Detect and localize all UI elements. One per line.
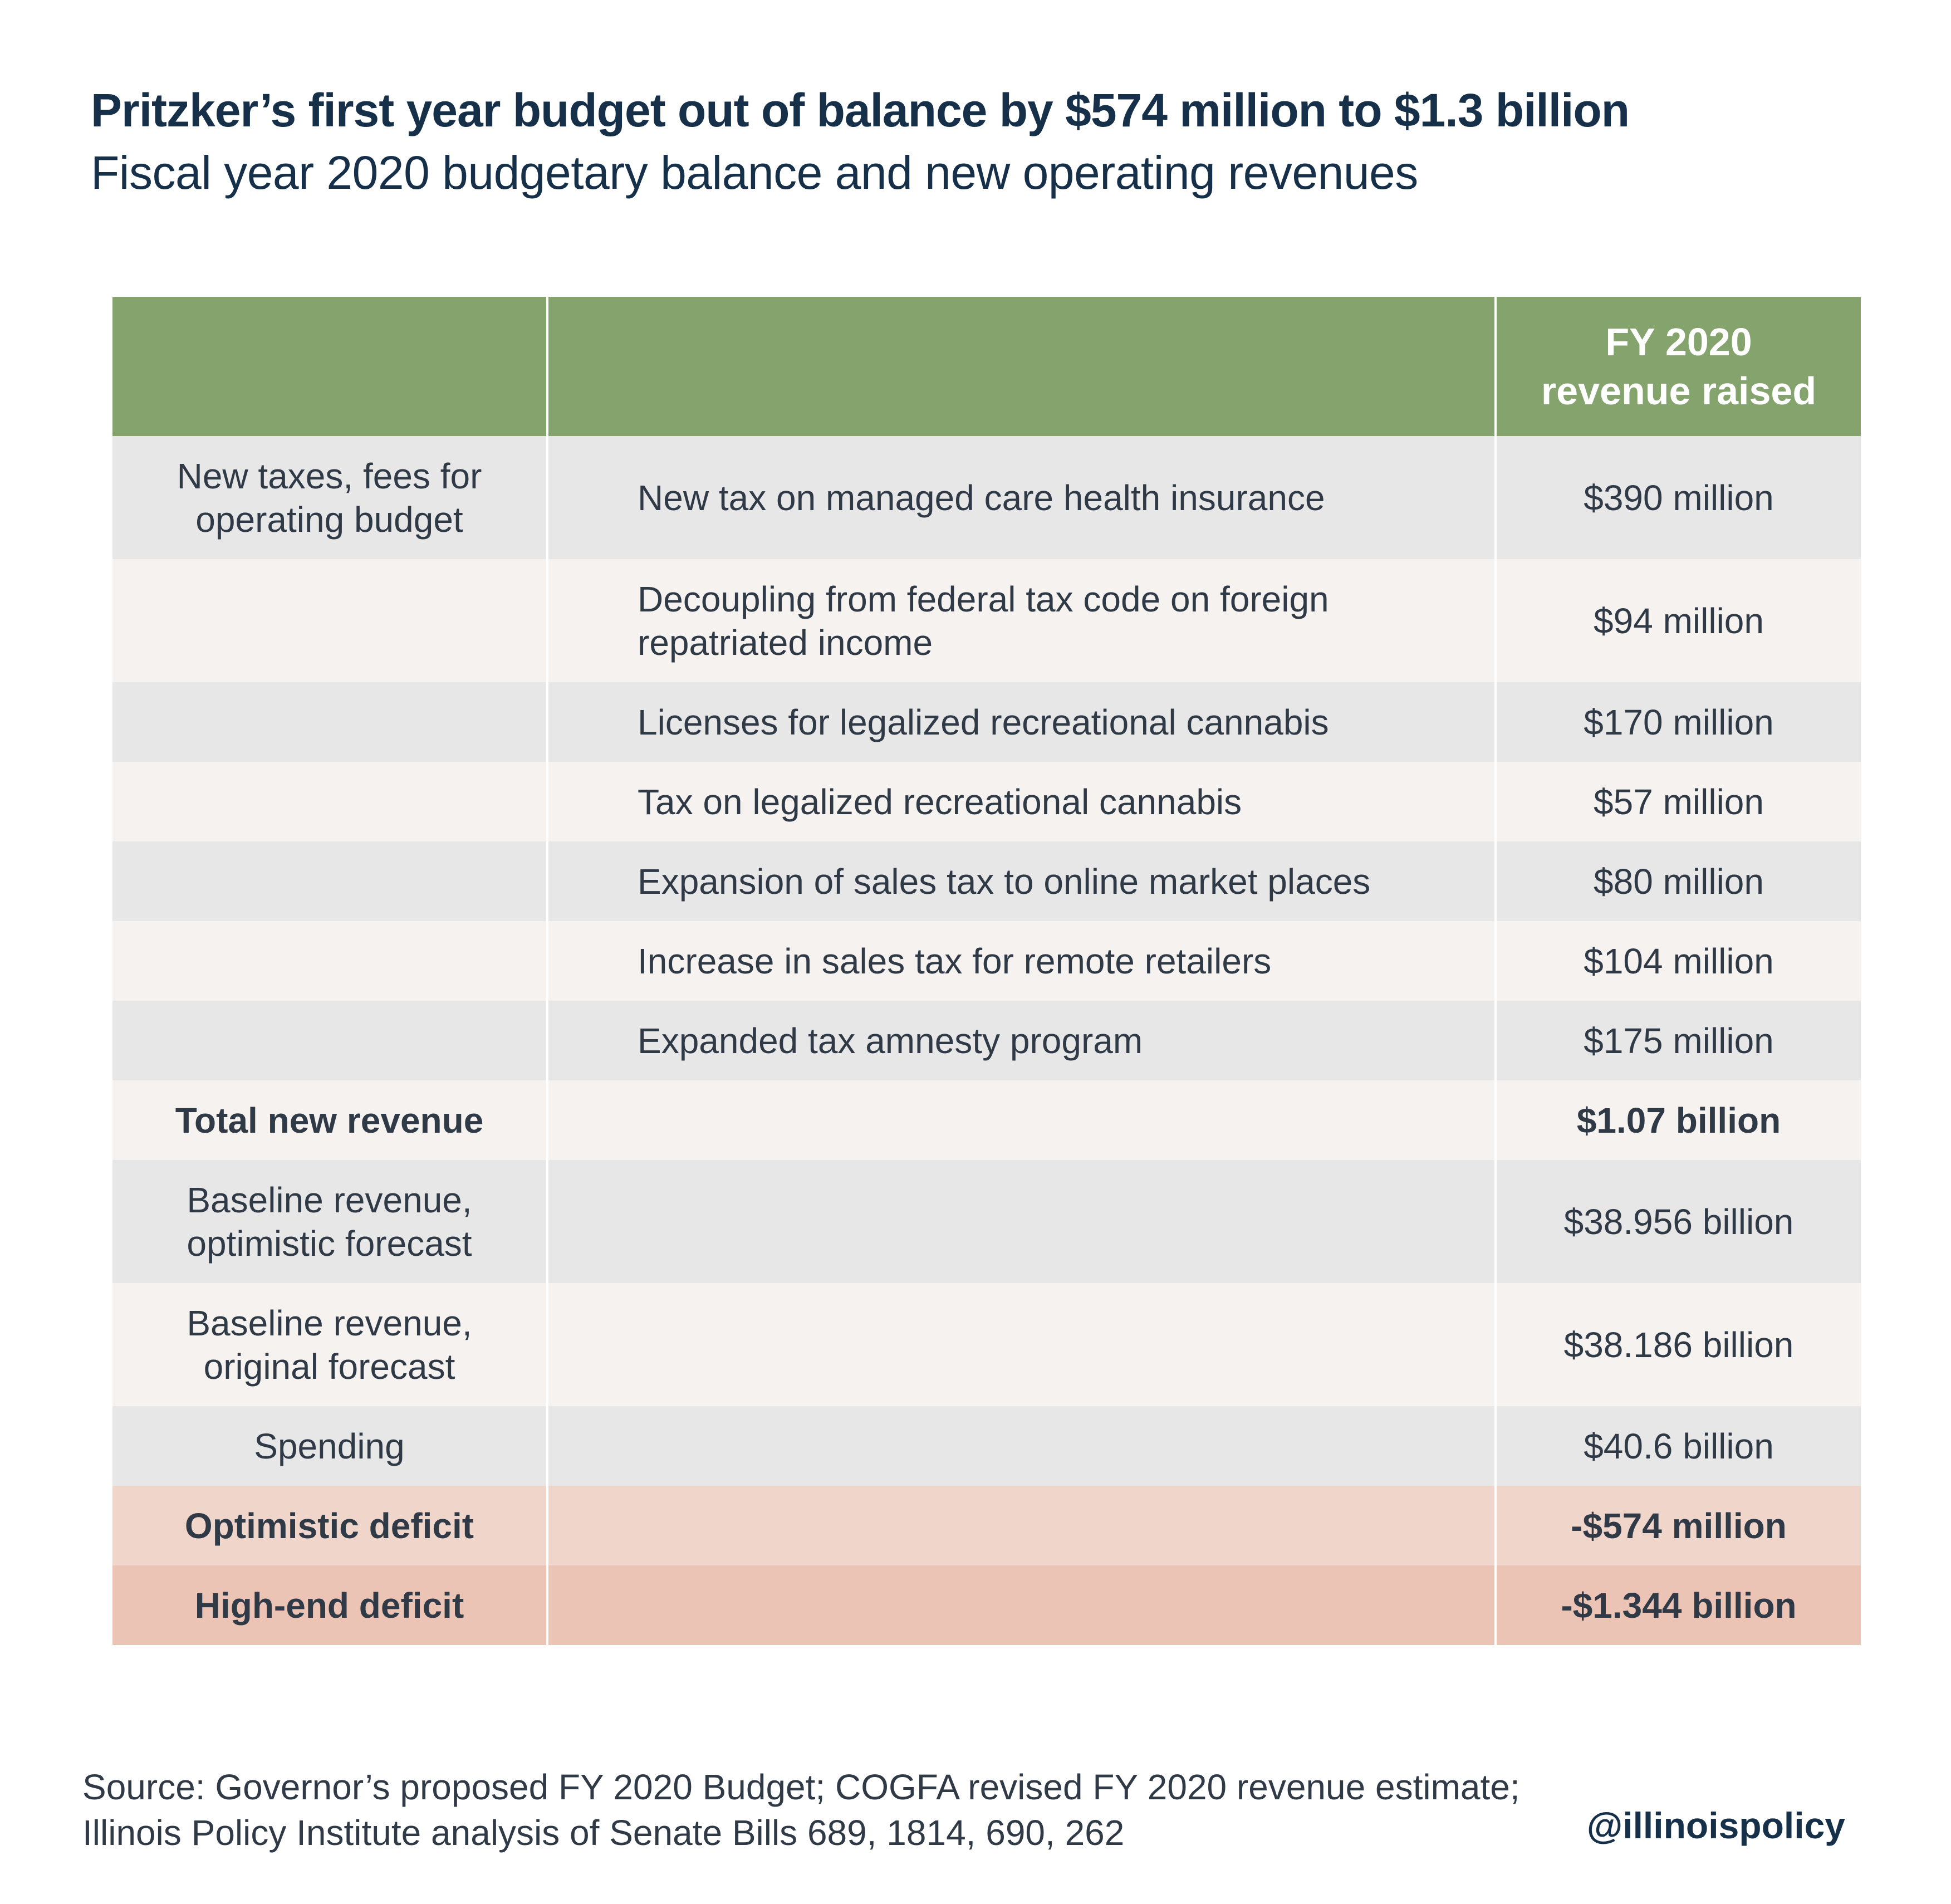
item-cell: Decoupling from federal tax code on fore… bbox=[548, 559, 1497, 682]
item-cell: Licenses for legalized recreational cann… bbox=[548, 682, 1497, 762]
item-cell-line: repatriated income bbox=[638, 622, 933, 663]
item-cell-line: New tax on managed care health insurance bbox=[638, 477, 1325, 518]
category-cell: Spending bbox=[112, 1406, 548, 1486]
value-cell: $40.6 billion bbox=[1497, 1406, 1861, 1486]
value-cell: $38.186 billion bbox=[1497, 1283, 1861, 1406]
table-row: Baseline revenue, original forecast $38.18… bbox=[112, 1283, 1861, 1406]
item-cell bbox=[548, 1160, 1497, 1283]
table-row: Increase in sales tax for remote retaile… bbox=[112, 921, 1861, 1001]
header-cell-item bbox=[548, 297, 1497, 436]
value-cell: $80 million bbox=[1497, 841, 1861, 921]
table-row: Baseline revenue, optimistic forecast $38.… bbox=[112, 1160, 1861, 1283]
category-cell-line: operating budget bbox=[195, 499, 463, 540]
item-cell: New tax on managed care health insurance bbox=[548, 436, 1497, 559]
value-cell: $170 million bbox=[1497, 682, 1861, 762]
source-line: Source: Governor’s proposed FY 2020 Budg… bbox=[82, 1767, 1520, 1807]
header-cell-category bbox=[112, 297, 548, 436]
category-cell bbox=[112, 841, 548, 921]
category-cell: Baseline revenue, original forecast bbox=[112, 1283, 548, 1406]
social-handle: @illinoispolicy bbox=[1586, 1805, 1845, 1846]
source-note: Source: Governor’s proposed FY 2020 Budg… bbox=[82, 1764, 1520, 1856]
table-row: Expanded tax amnesty program $175 million bbox=[112, 1001, 1861, 1080]
item-cell-line: Increase in sales tax for remote retaile… bbox=[638, 941, 1272, 981]
value-cell: $104 million bbox=[1497, 921, 1861, 1001]
category-cell: Baseline revenue, optimistic forecast bbox=[112, 1160, 548, 1283]
chart-subtitle: Fiscal year 2020 budgetary balance and n… bbox=[91, 146, 1418, 199]
category-cell-line: optimistic forecast bbox=[187, 1223, 472, 1264]
item-cell bbox=[548, 1565, 1497, 1645]
category-cell-line: Optimistic deficit bbox=[184, 1505, 474, 1546]
value-cell: $38.956 billion bbox=[1497, 1160, 1861, 1283]
table-row: High-end deficit -$1.344 billion bbox=[112, 1565, 1861, 1645]
table-row: Tax on legalized recreational cannabis $5… bbox=[112, 762, 1861, 841]
value-cell: $175 million bbox=[1497, 1001, 1861, 1080]
table-row: Spending $40.6 billion bbox=[112, 1406, 1861, 1486]
category-cell bbox=[112, 921, 548, 1001]
category-cell bbox=[112, 1001, 548, 1080]
category-cell-line: Baseline revenue, bbox=[187, 1179, 472, 1220]
item-cell-line: Decoupling from federal tax code on fore… bbox=[638, 579, 1329, 619]
table-row: Optimistic deficit -$574 million bbox=[112, 1486, 1861, 1565]
item-cell-line: Licenses for legalized recreational cann… bbox=[638, 702, 1329, 742]
table-row: Expansion of sales tax to online market … bbox=[112, 841, 1861, 921]
category-cell: New taxes, fees for operating budget bbox=[112, 436, 548, 559]
category-cell-line: High-end deficit bbox=[194, 1585, 464, 1626]
category-cell bbox=[112, 559, 548, 682]
chart-title: Pritzker’s first year budget out of bala… bbox=[91, 84, 1630, 136]
item-cell bbox=[548, 1486, 1497, 1565]
item-cell: Tax on legalized recreational cannabis bbox=[548, 762, 1497, 841]
table-row: Total new revenue $1.07 billion bbox=[112, 1080, 1861, 1160]
value-cell: -$574 million bbox=[1497, 1486, 1861, 1565]
item-cell-line: Tax on legalized recreational cannabis bbox=[638, 781, 1242, 822]
category-cell: Total new revenue bbox=[112, 1080, 548, 1160]
category-cell-line: Baseline revenue, bbox=[187, 1303, 472, 1343]
item-cell: Increase in sales tax for remote retaile… bbox=[548, 921, 1497, 1001]
category-cell bbox=[112, 682, 548, 762]
header-line: FY 2020 bbox=[1605, 320, 1752, 364]
item-cell-line: Expansion of sales tax to online market … bbox=[638, 861, 1371, 902]
item-cell bbox=[548, 1080, 1497, 1160]
header-cell-value: FY 2020 revenue raised bbox=[1497, 297, 1861, 436]
table-body: New taxes, fees for operating budget New t… bbox=[112, 436, 1861, 1645]
value-cell: $94 million bbox=[1497, 559, 1861, 682]
table-row: New taxes, fees for operating budget New t… bbox=[112, 436, 1861, 559]
category-cell: High-end deficit bbox=[112, 1565, 548, 1645]
source-line: Illinois Policy Institute analysis of Se… bbox=[82, 1813, 1125, 1853]
item-cell-line: Expanded tax amnesty program bbox=[638, 1020, 1143, 1061]
category-cell: Optimistic deficit bbox=[112, 1486, 548, 1565]
budget-table: FY 2020 revenue raised New taxes, fees f… bbox=[112, 297, 1861, 1645]
item-cell bbox=[548, 1406, 1497, 1486]
category-cell-line: New taxes, fees for bbox=[177, 456, 482, 496]
value-cell: $390 million bbox=[1497, 436, 1861, 559]
item-cell bbox=[548, 1283, 1497, 1406]
category-cell-line: original forecast bbox=[203, 1346, 455, 1387]
category-cell bbox=[112, 762, 548, 841]
table-row: Licenses for legalized recreational cann… bbox=[112, 682, 1861, 762]
item-cell: Expanded tax amnesty program bbox=[548, 1001, 1497, 1080]
table-header-row: FY 2020 revenue raised bbox=[112, 297, 1861, 436]
value-cell: $1.07 billion bbox=[1497, 1080, 1861, 1160]
category-cell-line: Total new revenue bbox=[175, 1100, 484, 1141]
value-cell: -$1.344 billion bbox=[1497, 1565, 1861, 1645]
header-line: revenue raised bbox=[1541, 369, 1817, 413]
category-cell-line: Spending bbox=[254, 1426, 405, 1466]
table-row: Decoupling from federal tax code on fore… bbox=[112, 559, 1861, 682]
item-cell: Expansion of sales tax to online market … bbox=[548, 841, 1497, 921]
value-cell: $57 million bbox=[1497, 762, 1861, 841]
